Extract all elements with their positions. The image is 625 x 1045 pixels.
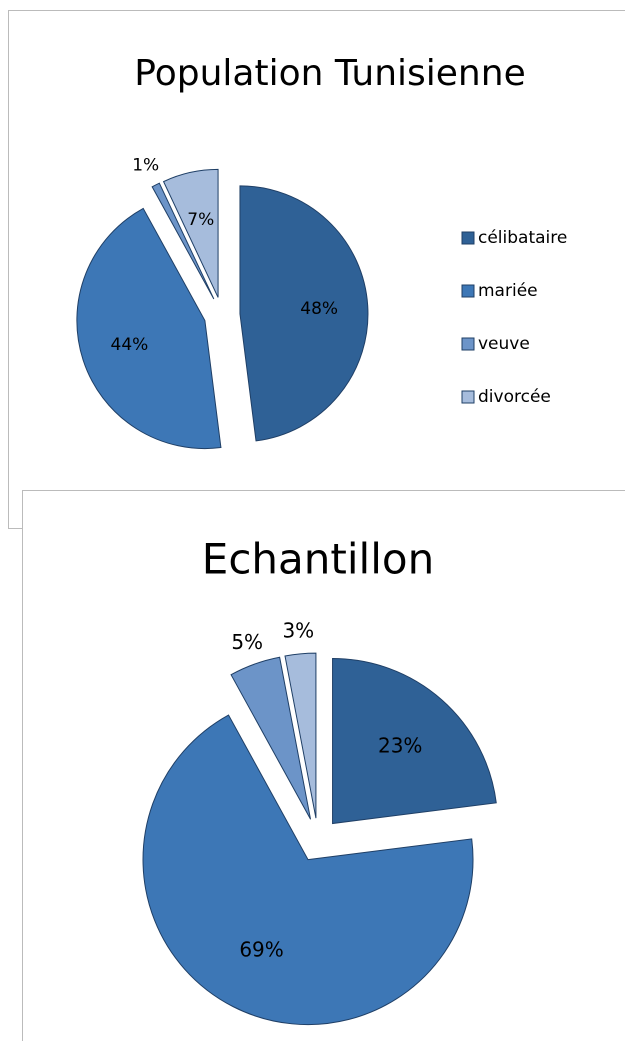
legend-swatch [462,391,474,403]
data-label: 69% [239,937,283,961]
data-label: 44% [111,335,149,355]
legend-swatch [462,338,474,350]
legend-label: mariée [478,281,538,301]
legend-label: célibataire [478,228,567,248]
data-label: 23% [378,733,422,757]
legend-swatch [462,285,474,297]
legend-swatch [462,232,474,244]
legend-label: veuve [478,334,530,354]
data-label: 7% [187,210,214,230]
data-label: 48% [300,299,338,319]
data-label: 5% [231,630,263,654]
legend-label: divorcée [478,387,551,407]
chart-title: Echantillon [202,535,434,584]
data-label: 1% [132,155,159,175]
data-label: 3% [282,618,314,642]
chart-title: Population Tunisienne [134,53,525,94]
